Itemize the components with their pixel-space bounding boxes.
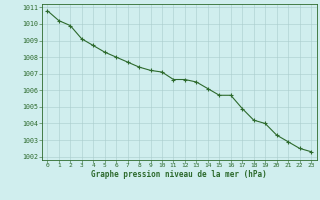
X-axis label: Graphe pression niveau de la mer (hPa): Graphe pression niveau de la mer (hPa) <box>91 170 267 179</box>
